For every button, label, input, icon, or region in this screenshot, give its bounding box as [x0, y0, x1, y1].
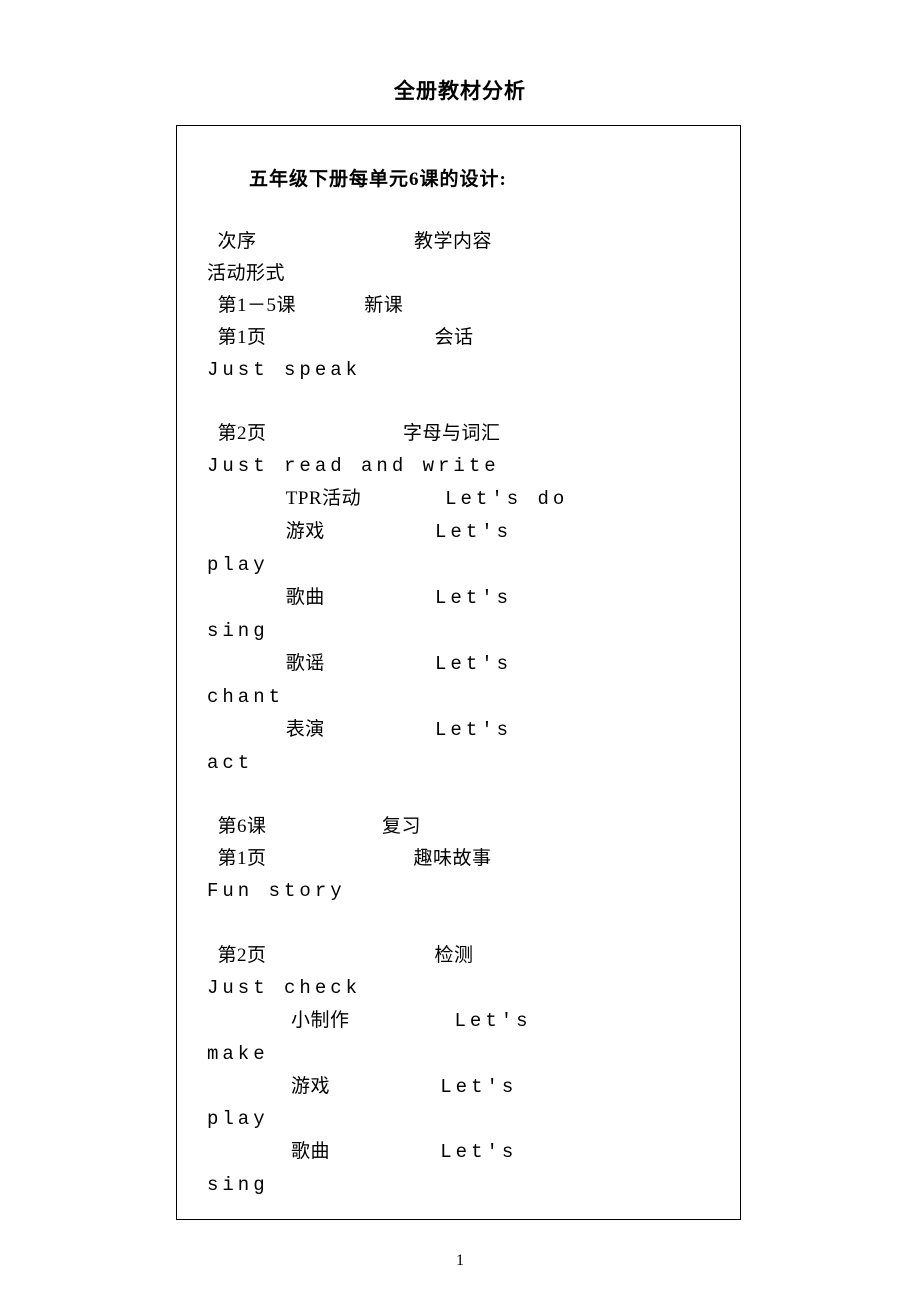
col-huodong: 活动形式 [207, 263, 285, 284]
just-read-write: Just read and write [207, 455, 500, 477]
chant: chant [207, 686, 284, 708]
col-jiaoxue: 教学内容 [414, 231, 492, 252]
fun-story: Fun story [207, 880, 346, 902]
just-check: Just check [207, 977, 361, 999]
zimu: 字母与词汇 [403, 423, 501, 444]
lets-2: Let's [435, 587, 512, 609]
youxi-1: 游戏 [286, 521, 325, 542]
lesson-6: 第6课 [218, 816, 267, 837]
quwei: 趣味故事 [414, 848, 492, 869]
page1-a: 第1页 [218, 327, 267, 348]
fuxi: 复习 [382, 816, 421, 837]
page1-b: 第1页 [218, 848, 267, 869]
lets-do: Let's do [445, 488, 568, 510]
col-cixu: 次序 [218, 231, 257, 252]
lets-3: Let's [435, 653, 512, 675]
lets-6: Let's [440, 1076, 517, 1098]
box-heading: 五年级下册每单元6课的设计: [249, 164, 720, 191]
huihua: 会话 [435, 327, 474, 348]
page-number: 1 [0, 1252, 920, 1270]
youxi-2: 游戏 [291, 1076, 330, 1097]
lets-7: Let's [440, 1141, 517, 1163]
page-title: 全册教材分析 [0, 0, 920, 105]
page2-b: 第2页 [218, 945, 267, 966]
tpr: TPR活动 [286, 488, 361, 509]
act: act [207, 752, 253, 774]
biaoyan: 表演 [286, 719, 325, 740]
gequ-1: 歌曲 [286, 587, 325, 608]
xiaozhizuo: 小制作 [291, 1010, 350, 1031]
page2-a: 第2页 [218, 423, 267, 444]
geyao: 歌谣 [286, 653, 325, 674]
lesson-1-5: 第1－5课 [218, 295, 297, 316]
lets-1: Let's [435, 521, 512, 543]
lets-4: Let's [435, 719, 512, 741]
gequ-2: 歌曲 [291, 1141, 330, 1162]
just-speak: Just speak [207, 359, 361, 381]
content-body: 次序 教学内容 活动形式 第1－5课 新课 第1页 会话 Just speak … [207, 226, 720, 1202]
xinke: 新课 [364, 295, 403, 316]
content-box: 五年级下册每单元6课的设计: 次序 教学内容 活动形式 第1－5课 新课 第1页… [176, 125, 741, 1220]
jiance: 检测 [435, 945, 474, 966]
sing-2: sing [207, 1174, 269, 1196]
make: make [207, 1043, 269, 1065]
play-1: play [207, 554, 269, 576]
lets-5: Let's [455, 1010, 532, 1032]
play-2: play [207, 1108, 269, 1130]
sing-1: sing [207, 620, 269, 642]
